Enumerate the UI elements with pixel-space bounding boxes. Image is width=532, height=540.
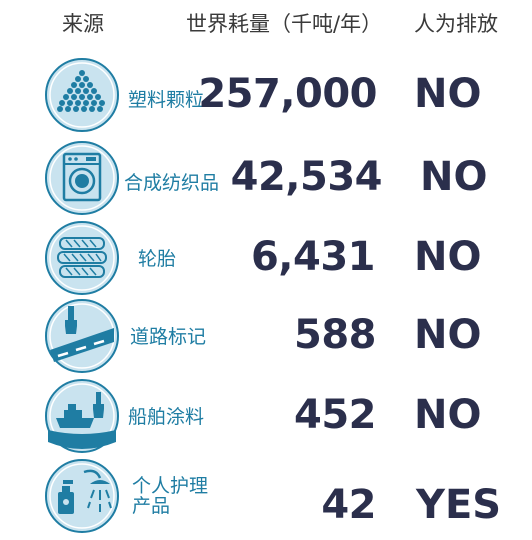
tires-icon [44,220,120,296]
source-row: 道路标记 588 NO [0,298,532,380]
source-label: 合成纺织品 [124,172,220,194]
source-label: 塑料颗粒 [128,89,205,111]
road-marking-icon [44,298,120,374]
header-human-emission: 人为排放 [414,12,498,36]
human-emission-flag: YES [416,482,502,528]
source-label: 船舶涂料 [128,406,205,428]
amount-value: 42,534 [230,154,383,200]
source-label: 个人护理 产品 [132,476,208,516]
human-emission-flag: NO [414,234,482,280]
source-row: 合成纺织品 42,534 NO [0,140,532,222]
header-source: 来源 [62,12,104,36]
source-label: 轮胎 [138,248,177,270]
amount-value: 588 [294,312,377,358]
human-emission-flag: NO [420,154,488,200]
amount-value: 257,000 [198,71,377,117]
amount-value: 42 [321,482,376,528]
ship-paint-icon [44,378,120,454]
source-row: 塑料颗粒 257,000 NO [0,57,532,139]
source-row: 船舶涂料 452 NO [0,378,532,460]
source-label-line1: 个人护理 [132,475,209,497]
personal-care-icon [44,458,120,534]
plastic-pellets-icon [44,57,120,133]
human-emission-flag: NO [414,312,482,358]
human-emission-flag: NO [414,392,482,438]
header-amount: 世界耗量（千吨/年） [186,12,383,36]
source-row: 个人护理 产品 42 YES [0,458,532,540]
human-emission-flag: NO [414,71,482,117]
amount-value: 452 [294,392,377,438]
source-label-line2: 产品 [132,495,171,517]
washing-machine-icon [44,140,120,216]
source-label: 道路标记 [130,326,207,348]
source-row: 轮胎 6,431 NO [0,220,532,302]
amount-value: 6,431 [250,234,376,280]
